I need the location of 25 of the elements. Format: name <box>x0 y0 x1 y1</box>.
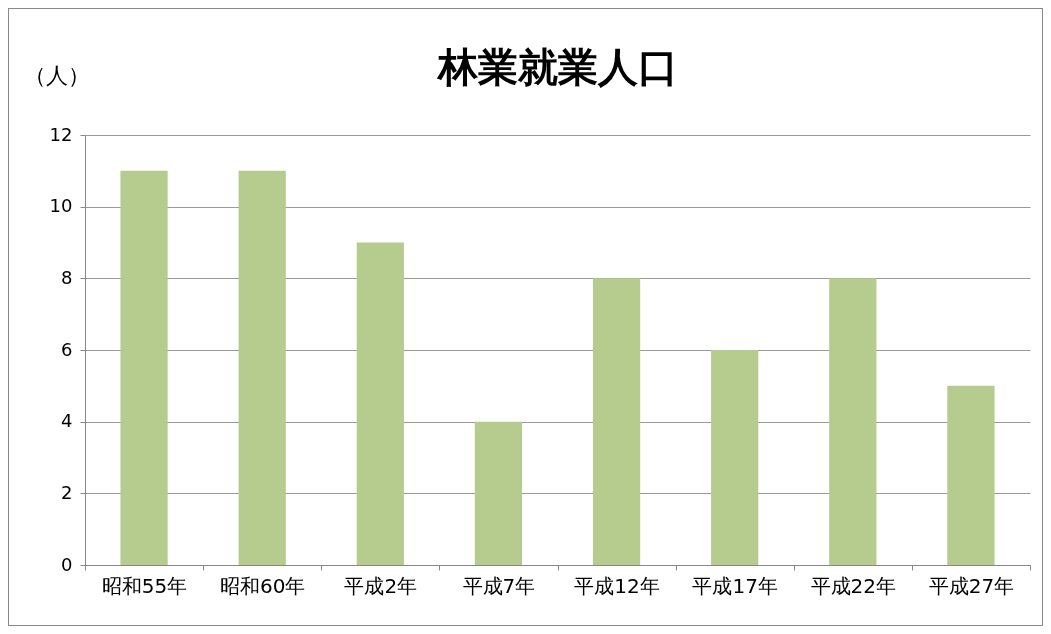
bar <box>120 170 168 565</box>
bar <box>711 350 759 565</box>
x-tick-label: 昭和60年 <box>219 573 306 598</box>
bar <box>947 385 995 565</box>
x-tick-label: 平成27年 <box>928 573 1015 598</box>
y-tick-label: 2 <box>61 481 73 503</box>
bar <box>592 278 641 565</box>
y-tick-label: 12 <box>49 123 73 145</box>
x-tick-label: 平成22年 <box>810 573 897 598</box>
y-tick-label: 0 <box>61 553 73 575</box>
y-tick-label: 4 <box>61 410 73 432</box>
bar <box>829 278 877 565</box>
x-tick-label: 平成12年 <box>574 573 660 598</box>
y-tick-label: 10 <box>49 195 73 217</box>
y-tick-label: 8 <box>61 266 73 288</box>
y-axis-title: （人） <box>23 62 90 88</box>
x-tick-label: 平成7年 <box>462 573 536 598</box>
y-tick-label: 6 <box>61 338 73 360</box>
x-tick-label: 平成17年 <box>692 573 778 598</box>
x-tick-label: 昭和55年 <box>101 573 188 598</box>
bar <box>474 421 523 565</box>
x-tick-label: 平成2年 <box>344 573 418 598</box>
bar <box>238 170 286 565</box>
bar <box>356 242 404 565</box>
chart-title: 林業就業人口 <box>435 44 678 90</box>
